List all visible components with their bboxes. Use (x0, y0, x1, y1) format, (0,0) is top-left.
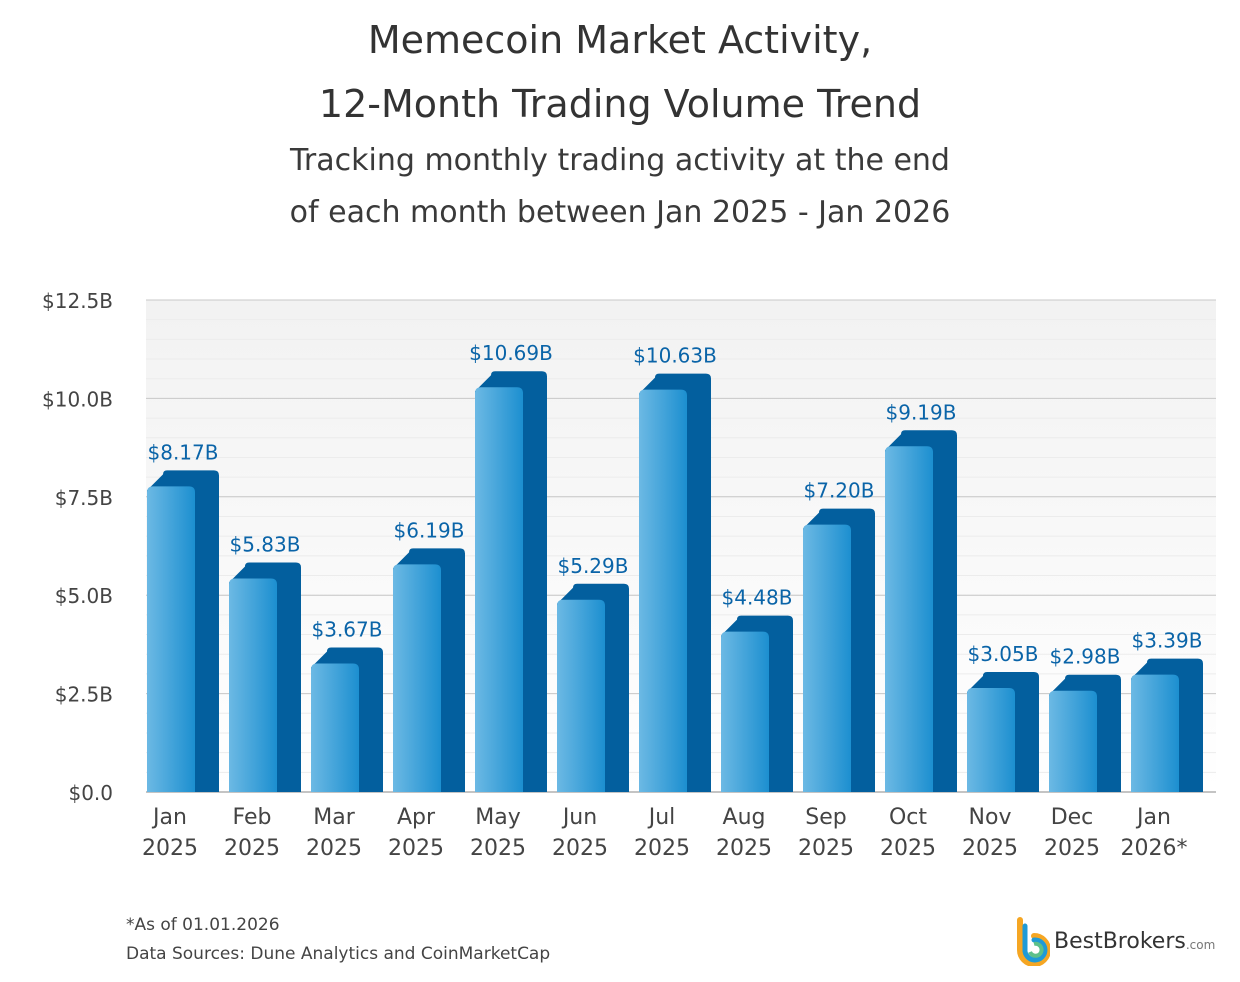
bar-front (229, 578, 277, 792)
y-tick-label: $10.0B (42, 387, 113, 411)
x-tick-label-year: 2025 (716, 836, 772, 861)
x-tick-label-month: Feb (233, 805, 272, 830)
x-tick-label-year: 2025 (470, 836, 526, 861)
bar-front (475, 387, 523, 792)
chart-title-line2: 12-Month Trading Volume Trend (318, 82, 922, 126)
y-tick-label: $7.5B (55, 486, 113, 510)
logo-icon (1017, 917, 1050, 966)
bar-front (1049, 690, 1097, 792)
data-label: $3.67B (312, 618, 383, 642)
y-tick-label: $5.0B (55, 584, 113, 608)
data-label: $4.48B (722, 586, 793, 610)
data-label: $10.69B (469, 341, 553, 365)
logo-suffix: .com (1185, 938, 1216, 952)
bar-front (639, 389, 687, 792)
bestbrokers-logo: BestBrokers .com (1014, 916, 1215, 966)
x-tick-label-year: 2025 (388, 836, 444, 861)
data-label: $2.98B (1050, 645, 1121, 669)
data-label: $3.05B (968, 642, 1039, 666)
data-sources: Data Sources: Dune Analytics and CoinMar… (126, 944, 551, 964)
bar-front (147, 486, 195, 792)
x-tick-label-month: Oct (889, 805, 927, 830)
x-tick-label-year: 2025 (142, 836, 198, 861)
x-tick-label-month: Jan (151, 805, 187, 830)
data-label: $8.17B (148, 440, 219, 464)
chart-subtitle: Tracking monthly trading activity at the… (290, 143, 950, 178)
bar-front (967, 687, 1015, 792)
x-tick-label-month: Mar (313, 805, 355, 830)
data-label: $5.29B (558, 554, 629, 578)
x-tick-label-year: 2025 (306, 836, 362, 861)
x-tick-label-month: Dec (1051, 805, 1094, 830)
data-label: $5.83B (230, 533, 301, 557)
x-tick-label-year: 2025 (224, 836, 280, 861)
x-tick-label-year: 2025 (880, 836, 936, 861)
bar-front (393, 564, 441, 792)
chart-title: Memecoin Market Activity, (367, 18, 873, 62)
x-tick-label-month: Jan (1135, 805, 1171, 830)
y-tick-label: $12.5B (42, 289, 113, 313)
bar-front (885, 446, 933, 792)
x-tick-label-month: Jun (561, 805, 597, 830)
bar-front (311, 663, 359, 792)
data-label: $10.63B (633, 344, 717, 368)
y-tick-label: $2.5B (55, 683, 113, 707)
x-tick-label-year: 2025 (634, 836, 690, 861)
data-label: $9.19B (886, 400, 957, 424)
footnote: *As of 01.01.2026 (126, 915, 280, 935)
y-tick-label: $0.0 (68, 781, 113, 805)
logo-text: BestBrokers (1054, 928, 1186, 954)
chart-subtitle-line2: of each month between Jan 2025 - Jan 202… (289, 195, 951, 230)
x-tick-label-month: Jul (647, 805, 676, 830)
x-tick-label-month: Sep (805, 805, 846, 830)
data-label: $7.20B (804, 479, 875, 503)
bar-front (721, 631, 769, 792)
bar-front (803, 524, 851, 792)
x-tick-label-year: 2025 (798, 836, 854, 861)
x-tick-label-month: Aug (723, 805, 766, 830)
x-tick-label-month: May (475, 805, 520, 830)
bar-front (557, 599, 605, 792)
x-tick-label-year: 2026* (1121, 836, 1188, 861)
bar-front (1131, 674, 1179, 792)
x-tick-label-year: 2025 (1044, 836, 1100, 861)
data-label: $3.39B (1132, 629, 1203, 653)
x-tick-label-year: 2025 (962, 836, 1018, 861)
x-tick-label-month: Nov (969, 805, 1012, 830)
x-tick-label-year: 2025 (552, 836, 608, 861)
x-tick-label-month: Apr (397, 805, 436, 830)
data-label: $6.19B (394, 518, 465, 542)
